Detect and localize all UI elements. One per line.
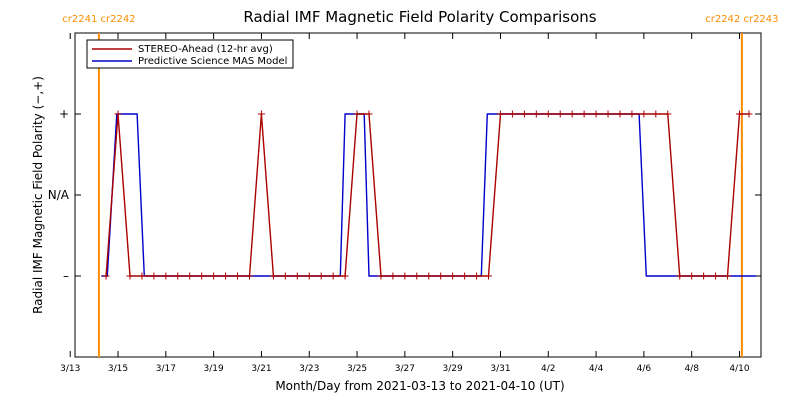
data-point-marker — [281, 272, 289, 280]
data-point-marker — [102, 272, 110, 280]
data-point-marker — [413, 272, 421, 280]
data-point-marker — [688, 272, 696, 280]
data-point-marker — [664, 110, 672, 118]
data-point-marker — [724, 272, 732, 280]
data-point-marker — [735, 110, 743, 118]
data-point-marker — [520, 110, 528, 118]
data-point-marker — [389, 272, 397, 280]
legend-label-stereo: STEREO-Ahead (12-hr avg) — [138, 44, 273, 55]
data-point-marker — [174, 272, 182, 280]
x-tick-label: 3/17 — [156, 364, 176, 374]
x-tick-label: 3/19 — [204, 364, 224, 374]
data-point-marker — [592, 110, 600, 118]
data-point-marker — [745, 110, 753, 118]
data-point-marker — [365, 110, 373, 118]
chart-title: Radial IMF Magnetic Field Polarity Compa… — [243, 8, 596, 26]
legend: STEREO-Ahead (12-hr avg) Predictive Scie… — [86, 39, 294, 69]
x-tick-label: 4/2 — [541, 364, 555, 374]
data-point-marker — [401, 272, 409, 280]
data-point-marker — [210, 272, 218, 280]
series-line — [101, 113, 757, 277]
y-axis-label: Radial IMF Magnetic Field Polarity (−,+) — [31, 76, 45, 314]
x-tick-label: 3/15 — [108, 364, 128, 374]
x-axis-label: Month/Day from 2021-03-13 to 2021-04-10 … — [275, 379, 564, 393]
data-point-marker — [353, 110, 361, 118]
data-point-marker — [532, 110, 540, 118]
data-point-marker — [377, 272, 385, 280]
data-point-marker — [257, 110, 265, 118]
series-layer — [101, 110, 757, 280]
data-point-marker — [245, 272, 253, 280]
data-point-marker — [341, 272, 349, 280]
data-point-marker — [616, 110, 624, 118]
data-point-marker — [580, 110, 588, 118]
x-tick-label: 4/4 — [589, 364, 604, 374]
x-tick-label: 4/10 — [729, 364, 749, 374]
data-point-marker — [186, 272, 194, 280]
data-point-marker — [437, 272, 445, 280]
data-point-marker — [138, 272, 146, 280]
data-point-marker — [544, 110, 552, 118]
data-point-marker — [329, 272, 337, 280]
data-point-marker — [449, 272, 457, 280]
data-point-marker — [114, 110, 122, 118]
carrington-label: cr2241 cr2242 — [62, 14, 135, 25]
y-tick-label: + — [59, 107, 69, 121]
data-point-marker — [676, 272, 684, 280]
data-point-marker — [628, 110, 636, 118]
y-ticks: + N/A – — [48, 107, 761, 283]
data-point-marker — [293, 272, 301, 280]
legend-label-model: Predictive Science MAS Model — [138, 56, 287, 67]
data-point-marker — [473, 272, 481, 280]
data-point-marker — [568, 110, 576, 118]
y-tick-label: N/A — [48, 188, 70, 202]
data-point-marker — [485, 272, 493, 280]
data-point-marker — [425, 272, 433, 280]
x-tick-label: 3/23 — [299, 364, 319, 374]
data-point-marker — [198, 272, 206, 280]
x-tick-label: 4/6 — [637, 364, 652, 374]
data-point-marker — [222, 272, 230, 280]
carrington-label: cr2242 cr2243 — [705, 14, 778, 25]
x-ticks: 3/13 3/15 3/17 3/19 3/21 3/23 3/25 3/27 3/29 3/31… — [60, 33, 750, 374]
data-point-marker — [712, 272, 720, 280]
data-point-marker — [700, 272, 708, 280]
data-point-marker — [162, 272, 170, 280]
x-tick-label: 3/13 — [60, 364, 80, 374]
data-point-marker — [126, 272, 134, 280]
series-line — [105, 113, 749, 277]
legend-box — [86, 39, 294, 69]
carrington-labels: cr2241 cr2242 cr2242 cr2243 — [62, 14, 778, 25]
data-point-marker — [556, 110, 564, 118]
data-point-marker — [150, 272, 158, 280]
data-point-marker — [604, 110, 612, 118]
x-tick-label: 3/25 — [347, 364, 367, 374]
x-tick-label: 4/8 — [684, 364, 699, 374]
plot-frame — [74, 32, 762, 358]
x-tick-label: 3/31 — [490, 364, 510, 374]
data-point-marker — [269, 272, 277, 280]
x-tick-label: 3/29 — [443, 364, 463, 374]
data-point-marker — [305, 272, 313, 280]
data-point-marker — [508, 110, 516, 118]
y-tick-label: – — [63, 269, 69, 283]
carrington-lines — [97, 33, 743, 357]
x-tick-label: 3/21 — [251, 364, 271, 374]
data-point-marker — [640, 110, 648, 118]
data-point-marker — [234, 272, 242, 280]
data-point-marker — [317, 272, 325, 280]
data-point-marker — [461, 272, 469, 280]
data-point-marker — [496, 110, 504, 118]
x-tick-label: 3/27 — [395, 364, 415, 374]
data-point-marker — [652, 110, 660, 118]
